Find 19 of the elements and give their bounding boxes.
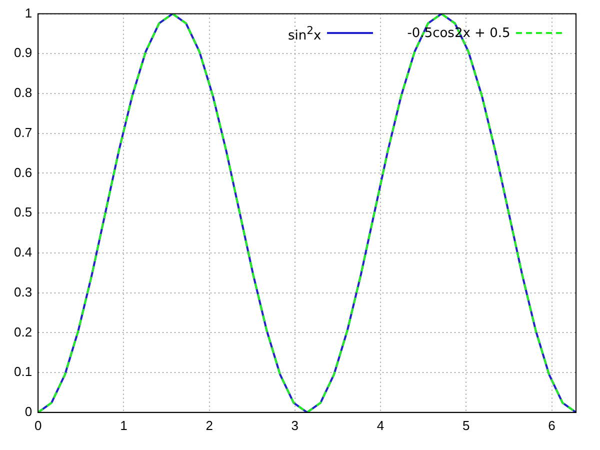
x-tick-label: 6 — [548, 418, 556, 433]
x-tick-label: 4 — [376, 418, 384, 433]
y-tick-label: 0.8 — [14, 85, 32, 100]
x-tick-label: 1 — [120, 418, 128, 433]
y-tick-label: 0 — [24, 404, 32, 419]
y-tick-label: 0.4 — [14, 244, 32, 260]
y-tick-label: 0.2 — [14, 324, 32, 340]
y-tick-label: 0.5 — [14, 204, 32, 220]
legend-label: sin$^{2}$x — [288, 24, 322, 44]
y-tick-label: 0.3 — [14, 284, 32, 300]
y-tick-label: 1 — [24, 5, 32, 20]
y-tick-label: 0.7 — [14, 124, 32, 140]
y-tick-label: 0.6 — [14, 164, 32, 180]
x-tick-label: 2 — [206, 418, 213, 433]
x-tick-label: 3 — [291, 418, 299, 433]
x-tick-label: 0 — [34, 418, 42, 433]
y-tick-label: 0.9 — [14, 45, 32, 60]
x-tick-label: 5 — [462, 418, 470, 433]
y-tick-label: 0.1 — [14, 364, 32, 380]
